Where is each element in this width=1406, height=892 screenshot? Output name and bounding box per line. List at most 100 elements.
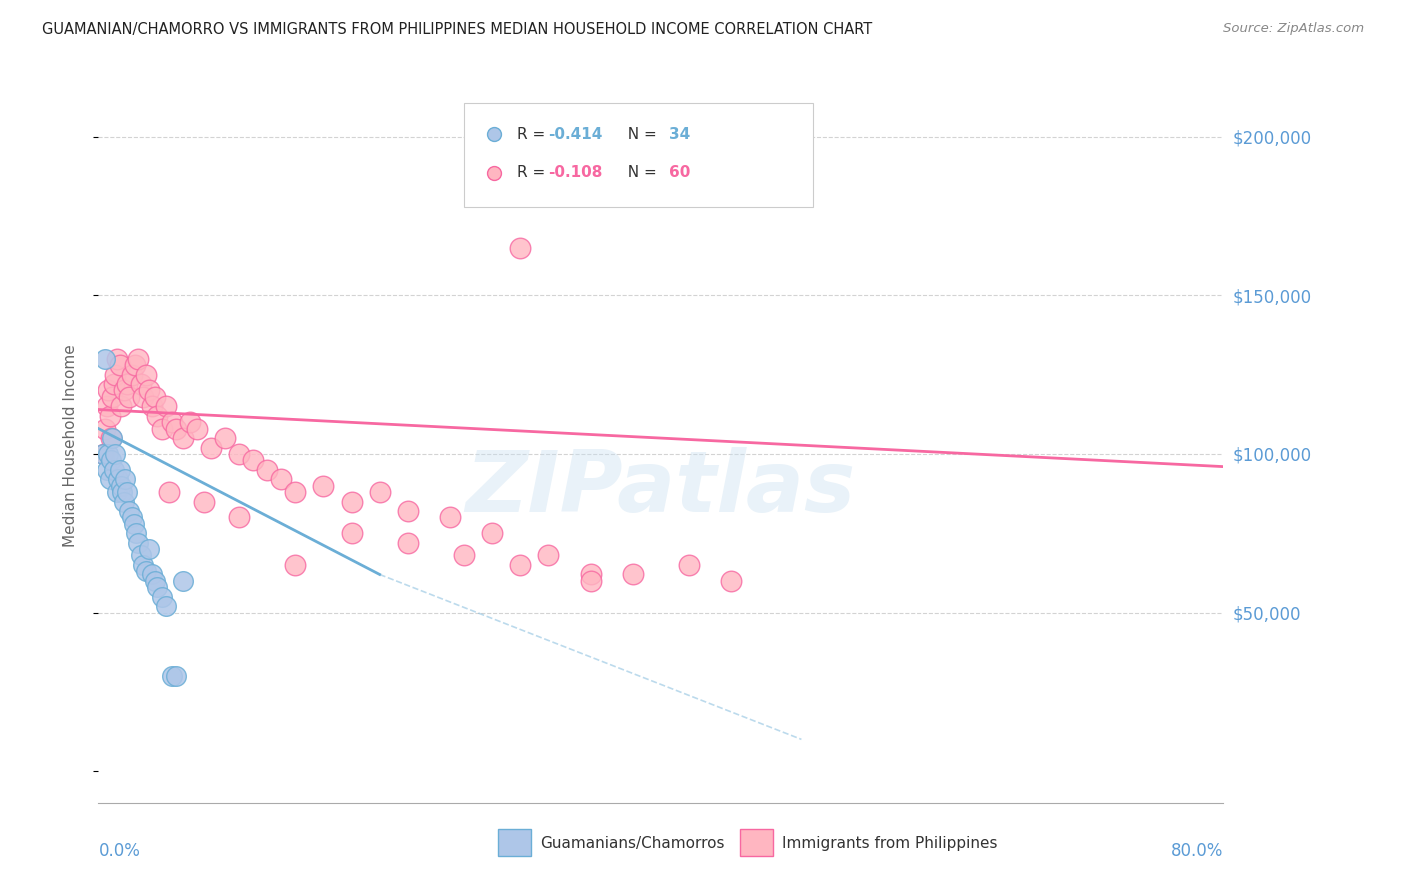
Text: Source: ZipAtlas.com: Source: ZipAtlas.com	[1223, 22, 1364, 36]
Point	[135, 368, 157, 382]
Point	[112, 494, 135, 508]
Point	[579, 567, 602, 582]
Point	[537, 549, 560, 563]
Point	[165, 669, 187, 683]
Point	[228, 447, 250, 461]
Point	[150, 421, 173, 435]
Point	[129, 549, 152, 563]
Point	[103, 377, 125, 392]
Point	[111, 485, 134, 500]
Point	[368, 485, 391, 500]
Point	[582, 764, 605, 778]
Point	[103, 463, 125, 477]
Point	[93, 447, 115, 461]
Point	[172, 574, 194, 588]
Point	[105, 485, 128, 500]
Point	[270, 472, 292, 486]
Point	[132, 390, 155, 404]
Point	[160, 669, 183, 683]
Point	[579, 574, 602, 588]
Point	[186, 421, 208, 435]
Bar	[740, 830, 773, 856]
Point	[97, 447, 120, 461]
Point	[172, 431, 194, 445]
Point	[125, 526, 148, 541]
Point	[141, 567, 163, 582]
Point	[98, 472, 121, 486]
Point	[396, 504, 419, 518]
Point	[124, 358, 146, 372]
Text: -0.108: -0.108	[548, 165, 603, 180]
Point	[110, 400, 132, 414]
Point	[284, 558, 307, 572]
Point	[114, 472, 136, 486]
Text: 34: 34	[669, 127, 690, 142]
Point	[118, 504, 141, 518]
Point	[101, 390, 124, 404]
Point	[110, 478, 132, 492]
Text: 60: 60	[669, 165, 690, 180]
Text: R =: R =	[517, 127, 550, 142]
Point	[453, 549, 475, 563]
Point	[115, 377, 138, 392]
Point	[256, 463, 278, 477]
Point	[621, 567, 644, 582]
Point	[138, 384, 160, 398]
Point	[165, 421, 187, 435]
Point	[150, 590, 173, 604]
Point	[312, 478, 335, 492]
Point	[108, 358, 131, 372]
Point	[340, 494, 363, 508]
Point	[129, 377, 152, 392]
Text: Guamanians/Chamorros: Guamanians/Chamorros	[540, 836, 725, 851]
Point	[157, 485, 180, 500]
Point	[200, 441, 222, 455]
Text: N =: N =	[619, 165, 662, 180]
Text: -0.414: -0.414	[548, 127, 603, 142]
Text: N =: N =	[619, 127, 662, 142]
Point	[108, 463, 131, 477]
Point	[135, 564, 157, 578]
Y-axis label: Median Household Income: Median Household Income	[63, 344, 77, 548]
Point	[96, 400, 118, 414]
Point	[97, 384, 120, 398]
Text: Immigrants from Philippines: Immigrants from Philippines	[782, 836, 998, 851]
Point	[242, 453, 264, 467]
Text: R =: R =	[517, 165, 550, 180]
Point	[396, 535, 419, 549]
Text: 0.0%: 0.0%	[98, 842, 141, 860]
Point	[96, 463, 118, 477]
Point	[141, 400, 163, 414]
Point	[107, 472, 129, 486]
Point	[509, 241, 531, 255]
Point	[94, 421, 117, 435]
Point	[94, 351, 117, 366]
Point	[105, 351, 128, 366]
Point	[121, 368, 143, 382]
Point	[132, 558, 155, 572]
Point	[121, 510, 143, 524]
Bar	[498, 830, 531, 856]
Point	[582, 764, 605, 778]
Point	[160, 415, 183, 429]
Point	[481, 526, 503, 541]
Point	[143, 574, 166, 588]
Point	[678, 558, 700, 572]
Point	[101, 431, 124, 445]
Point	[98, 409, 121, 423]
Point	[91, 447, 114, 461]
Point	[228, 510, 250, 524]
Point	[104, 368, 127, 382]
Point	[122, 516, 145, 531]
Point	[118, 390, 141, 404]
Point	[340, 526, 363, 541]
Point	[100, 453, 122, 467]
Point	[214, 431, 236, 445]
Point	[100, 431, 122, 445]
Point	[115, 485, 138, 500]
Point	[146, 580, 169, 594]
Point	[179, 415, 201, 429]
Point	[143, 390, 166, 404]
Point	[439, 510, 461, 524]
Point	[193, 494, 215, 508]
